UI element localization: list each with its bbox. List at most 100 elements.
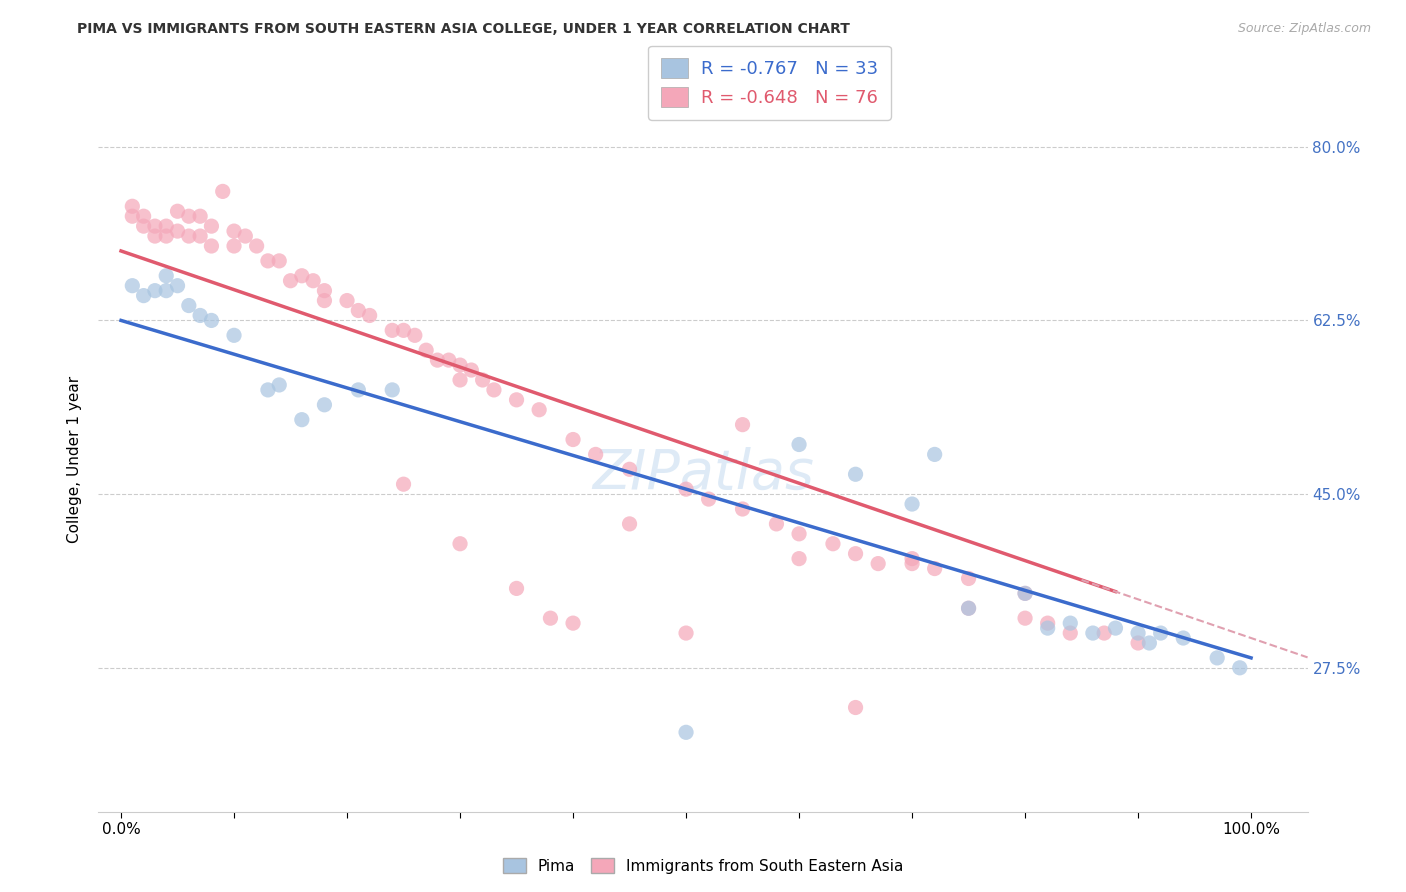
Point	[280, 274, 302, 288]
Point	[901, 557, 924, 571]
Point	[868, 557, 890, 571]
Point	[787, 551, 810, 566]
Point	[291, 412, 314, 426]
Point	[845, 700, 868, 714]
Point	[132, 209, 155, 223]
Point	[787, 526, 810, 541]
Point	[527, 402, 550, 417]
Point	[482, 383, 505, 397]
Point	[392, 323, 415, 337]
Point	[188, 309, 211, 323]
Point	[1104, 621, 1126, 635]
Point	[675, 482, 697, 496]
Point	[155, 219, 177, 234]
Point	[1206, 651, 1229, 665]
Point	[845, 467, 868, 482]
Point	[121, 209, 143, 223]
Point	[1059, 616, 1081, 631]
Point	[381, 323, 404, 337]
Text: ZIPatlas: ZIPatlas	[592, 447, 814, 500]
Point	[426, 353, 449, 368]
Point	[585, 447, 607, 461]
Point	[200, 219, 222, 234]
Point	[505, 392, 527, 407]
Point	[957, 601, 980, 615]
Point	[121, 199, 143, 213]
Point	[449, 358, 471, 372]
Point	[200, 313, 222, 327]
Point	[731, 417, 754, 432]
Point	[675, 626, 697, 640]
Point	[166, 278, 188, 293]
Point	[188, 229, 211, 244]
Point	[460, 363, 482, 377]
Point	[347, 303, 370, 318]
Point	[291, 268, 314, 283]
Point	[697, 492, 720, 507]
Point	[1059, 626, 1081, 640]
Point	[132, 219, 155, 234]
Point	[1014, 586, 1036, 600]
Point	[222, 224, 245, 238]
Point	[188, 209, 211, 223]
Point	[901, 551, 924, 566]
Legend: R = -0.767   N = 33, R = -0.648   N = 76: R = -0.767 N = 33, R = -0.648 N = 76	[648, 45, 890, 120]
Point	[1092, 626, 1115, 640]
Point	[538, 611, 561, 625]
Point	[222, 239, 245, 253]
Point	[415, 343, 437, 358]
Point	[1126, 636, 1149, 650]
Point	[562, 433, 585, 447]
Text: Source: ZipAtlas.com: Source: ZipAtlas.com	[1237, 22, 1371, 36]
Point	[845, 547, 868, 561]
Point	[166, 204, 188, 219]
Point	[302, 274, 325, 288]
Point	[471, 373, 494, 387]
Point	[957, 601, 980, 615]
Point	[1014, 586, 1036, 600]
Point	[314, 293, 336, 308]
Point	[177, 209, 200, 223]
Point	[1150, 626, 1173, 640]
Point	[155, 268, 177, 283]
Point	[449, 373, 471, 387]
Point	[166, 224, 188, 238]
Point	[233, 229, 256, 244]
Point	[200, 239, 222, 253]
Point	[347, 383, 370, 397]
Point	[222, 328, 245, 343]
Point	[381, 383, 404, 397]
Point	[211, 185, 233, 199]
Point	[437, 353, 460, 368]
Point	[132, 288, 155, 302]
Point	[924, 561, 946, 575]
Point	[269, 253, 291, 268]
Point	[1081, 626, 1104, 640]
Point	[257, 383, 280, 397]
Point	[1137, 636, 1160, 650]
Point	[731, 502, 754, 516]
Point	[143, 284, 166, 298]
Point	[143, 219, 166, 234]
Point	[121, 278, 143, 293]
Point	[359, 309, 381, 323]
Y-axis label: College, Under 1 year: College, Under 1 year	[66, 376, 82, 543]
Point	[562, 616, 585, 631]
Point	[765, 516, 787, 531]
Point	[1036, 621, 1059, 635]
Point	[821, 537, 844, 551]
Point	[392, 477, 415, 491]
Point	[619, 516, 641, 531]
Point	[957, 572, 980, 586]
Point	[246, 239, 269, 253]
Point	[314, 398, 336, 412]
Point	[787, 437, 810, 451]
Point	[314, 284, 336, 298]
Point	[269, 378, 291, 392]
Point	[1173, 631, 1195, 645]
Point	[177, 229, 200, 244]
Point	[1014, 611, 1036, 625]
Point	[336, 293, 359, 308]
Point	[155, 284, 177, 298]
Point	[1229, 661, 1251, 675]
